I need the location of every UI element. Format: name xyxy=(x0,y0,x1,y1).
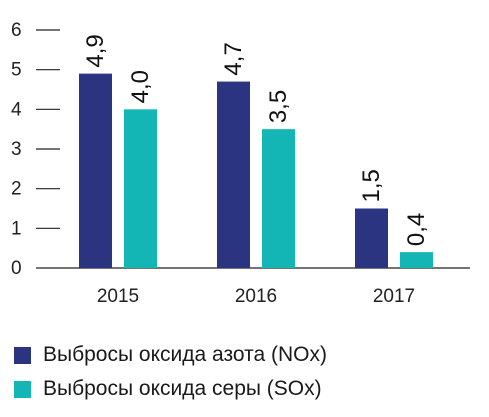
x-tick-label-2017: 2017 xyxy=(373,286,415,307)
bar-sox-2015 xyxy=(124,109,157,268)
data-label-sox-2017: 0,4 xyxy=(403,213,430,246)
legend-swatch-nox xyxy=(14,346,31,364)
data-label-sox-2016: 3,5 xyxy=(265,90,292,123)
y-tick-label-2: 2 xyxy=(11,179,22,200)
y-tick-label-4: 4 xyxy=(11,99,22,120)
bar-nox-2015 xyxy=(79,73,112,268)
x-tick-label-2016: 2016 xyxy=(235,286,277,307)
chart-plot: 0 1 2 3 4 5 6 4,9 4,0 2015 4,7 3,5 2016 1,5 0,4 2017 xyxy=(11,20,470,307)
y-tick-label-3: 3 xyxy=(11,139,22,160)
legend-swatch-sox xyxy=(14,380,31,398)
data-label-sox-2015: 4,0 xyxy=(127,70,154,103)
legend-item-sox: Выбросы оксида серы (SOx) xyxy=(14,372,474,406)
y-tick-label-1: 1 xyxy=(11,218,22,239)
bar-sox-2017 xyxy=(400,252,433,268)
bar-nox-2016 xyxy=(217,81,250,268)
y-tick-label-0: 0 xyxy=(11,258,22,279)
legend: Выбросы оксида азота (NOx) Выбросы оксид… xyxy=(14,338,474,406)
legend-label-nox: Выбросы оксида азота (NOx) xyxy=(43,343,327,366)
legend-item-nox: Выбросы оксида азота (NOx) xyxy=(14,338,474,372)
bar-sox-2016 xyxy=(262,129,295,268)
data-label-nox-2017: 1,5 xyxy=(358,169,385,202)
x-tick-label-2015: 2015 xyxy=(97,286,139,307)
y-tick-label-5: 5 xyxy=(11,60,22,81)
y-tick-label-6: 6 xyxy=(11,20,22,41)
bar-nox-2017 xyxy=(355,208,388,268)
data-label-nox-2016: 4,7 xyxy=(220,42,247,75)
data-label-nox-2015: 4,9 xyxy=(82,34,109,67)
legend-label-sox: Выбросы оксида серы (SOx) xyxy=(43,377,322,400)
